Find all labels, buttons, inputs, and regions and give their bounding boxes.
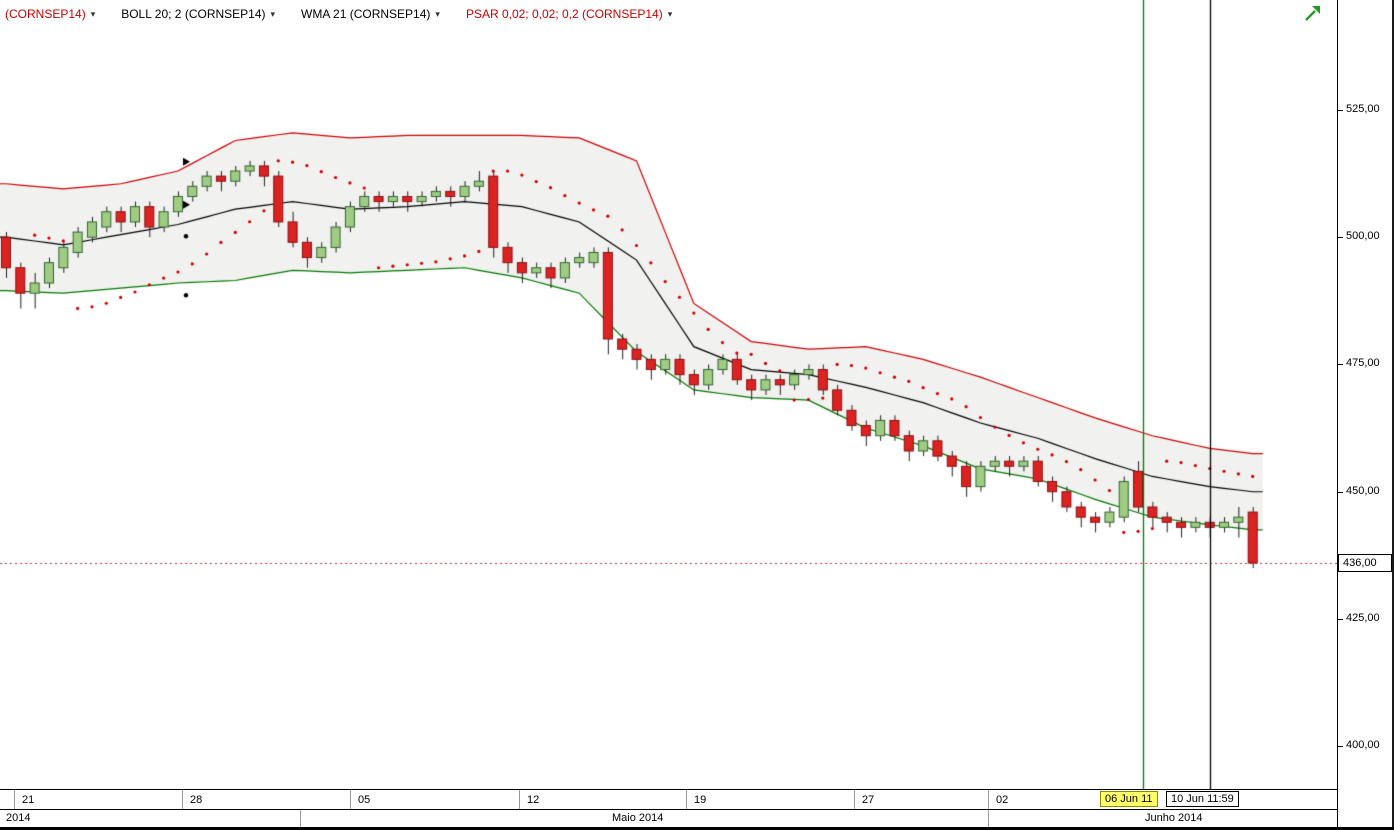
price-chart-canvas[interactable] — [0, 0, 1337, 789]
chevron-down-icon: ▾ — [90, 8, 96, 19]
month-label: 2014 — [6, 812, 31, 824]
month-label: Maio 2014 — [612, 812, 664, 824]
time-axis-months: 2014 Maio 2014 Junho 2014 — [0, 809, 1337, 827]
price-axis-label: 500,00 — [1346, 230, 1380, 243]
price-axis-tick — [1338, 746, 1343, 748]
month-label: Junho 2014 — [1145, 812, 1203, 824]
chevron-down-icon: ▾ — [435, 8, 440, 19]
price-axis-label: 475,00 — [1346, 357, 1380, 370]
chevron-down-icon: ▾ — [270, 8, 276, 19]
legend-label-psar: PSAR 0,02; 0,02; 0,2 (CORNSEP14) — [465, 7, 663, 21]
chevron-down-icon: ▾ — [667, 8, 673, 19]
time-axis-label: 28 — [190, 794, 203, 806]
price-axis-tick — [1338, 237, 1343, 239]
current-price-label: 436,00 — [1338, 553, 1392, 572]
time-axis-label: 05 — [358, 794, 371, 806]
time-cursor-label: 06 Jun 11 — [1100, 791, 1158, 807]
time-axis-tick — [519, 790, 520, 809]
legend-item-symbol[interactable]: (CORNSEP14) ▾ — [5, 7, 95, 21]
legend-item-psar[interactable]: PSAR 0,02; 0,02; 0,2 (CORNSEP14) ▾ — [466, 7, 672, 21]
green-up-right-arrow-icon[interactable] — [1302, 4, 1322, 24]
time-axis-label: 21 — [22, 794, 35, 806]
bottom-border — [0, 827, 1394, 830]
time-axis-tick — [686, 790, 687, 809]
price-axis-tick — [1338, 618, 1343, 620]
price-axis-label: 425,00 — [1346, 611, 1380, 624]
price-axis-label: 525,00 — [1346, 102, 1380, 115]
time-axis-label: 27 — [862, 794, 875, 806]
time-axis-tick — [988, 790, 989, 809]
legend-item-wma[interactable]: WMA 21 (CORNSEP14) ▾ — [301, 7, 440, 21]
time-axis-tick — [182, 790, 183, 809]
time-axis-tick — [14, 790, 15, 809]
price-axis-tick — [1338, 491, 1343, 493]
time-axis-label: 19 — [694, 794, 707, 806]
time-axis-label: 02 — [996, 794, 1009, 806]
time-cursor-label: 10 Jun 11:59 — [1166, 791, 1239, 807]
price-axis-tick — [1338, 364, 1343, 366]
price-axis-label: 400,00 — [1346, 739, 1380, 752]
time-axis-label: 12 — [527, 794, 540, 806]
time-axis-tick — [854, 790, 855, 809]
month-divider — [988, 810, 989, 827]
month-divider — [300, 810, 301, 827]
legend-label-wma: WMA 21 (CORNSEP14) — [301, 7, 431, 21]
time-axis[interactable]: 21 28 05 12 19 27 02 06 Jun 11 10 Jun 11:59 — [0, 789, 1337, 809]
legend-label-boll: BOLL 20; 2 (CORNSEP14) — [121, 7, 266, 21]
legend-item-boll[interactable]: BOLL 20; 2 (CORNSEP14) ▾ — [121, 7, 275, 21]
price-axis-tick — [1338, 109, 1343, 111]
legend-label-symbol: (CORNSEP14) — [5, 7, 86, 21]
indicator-legend: (CORNSEP14) ▾ BOLL 20; 2 (CORNSEP14) ▾ W… — [5, 7, 672, 21]
price-axis[interactable]: 525,00 500,00 475,00 450,00 425,00 400,00 436,… — [1337, 0, 1394, 830]
time-axis-tick — [350, 790, 351, 809]
price-axis-label: 450,00 — [1346, 484, 1380, 497]
